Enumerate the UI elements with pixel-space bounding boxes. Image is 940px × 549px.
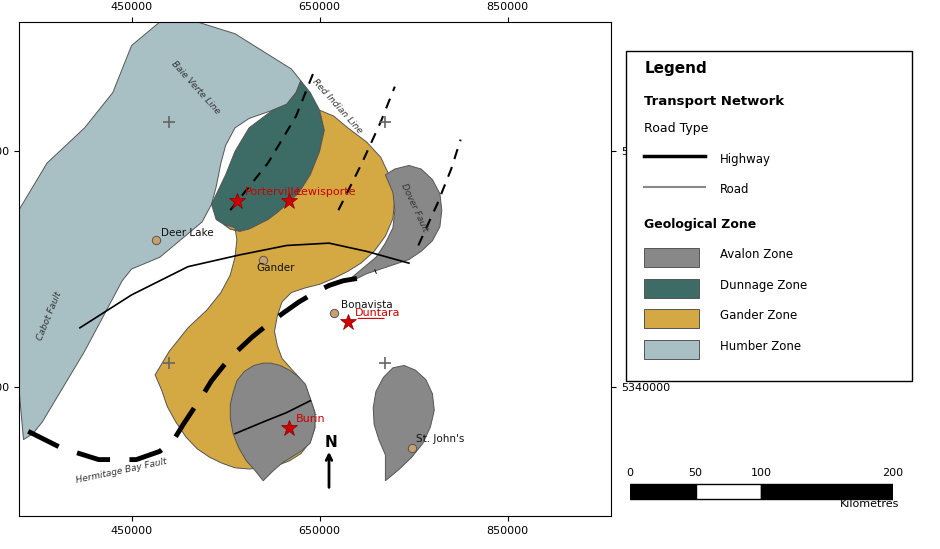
Text: Dunnage Zone: Dunnage Zone	[720, 279, 807, 292]
Text: Road: Road	[720, 183, 749, 197]
Bar	[645, 310, 698, 328]
Polygon shape	[230, 363, 315, 481]
Text: Porterville: Porterville	[244, 187, 301, 197]
Text: Burin: Burin	[296, 414, 326, 424]
Text: 100: 100	[751, 468, 772, 478]
Bar	[696, 484, 761, 499]
Text: Geological Zone: Geological Zone	[645, 217, 757, 231]
Text: Hermitage Bay Fault: Hermitage Bay Fault	[75, 457, 167, 485]
Text: Legend: Legend	[645, 61, 707, 76]
Polygon shape	[212, 81, 324, 231]
Bar	[630, 484, 696, 499]
Bar	[761, 484, 893, 499]
Text: Avalon Zone: Avalon Zone	[720, 248, 792, 261]
Text: Transport Network: Transport Network	[645, 95, 785, 108]
Polygon shape	[19, 22, 301, 440]
Text: Red Indian Line: Red Indian Line	[310, 78, 364, 136]
Polygon shape	[155, 110, 395, 469]
Text: Gander Zone: Gander Zone	[720, 310, 797, 322]
Bar	[645, 279, 698, 298]
Bar	[645, 248, 698, 267]
Text: Kilometres: Kilometres	[840, 498, 900, 508]
Text: Humber Zone: Humber Zone	[720, 340, 801, 353]
Text: Deer Lake: Deer Lake	[161, 228, 213, 238]
Bar	[645, 340, 698, 359]
Text: 200: 200	[883, 468, 903, 478]
Text: Lewisporte: Lewisporte	[296, 187, 356, 197]
Text: N: N	[324, 435, 337, 450]
Polygon shape	[348, 165, 442, 281]
FancyBboxPatch shape	[626, 51, 912, 381]
Text: 50: 50	[689, 468, 702, 478]
Text: Highway: Highway	[720, 153, 771, 166]
Text: Bonavista: Bonavista	[341, 300, 393, 310]
Text: Dover Fault: Dover Fault	[400, 182, 430, 233]
Text: Duntara: Duntara	[355, 308, 400, 318]
Text: Baie Verte Line: Baie Verte Line	[169, 59, 222, 116]
Text: Gander: Gander	[257, 264, 295, 273]
Polygon shape	[373, 366, 434, 481]
Text: Road Type: Road Type	[645, 122, 709, 135]
Text: 0: 0	[626, 468, 634, 478]
Text: Cabot Fault: Cabot Fault	[36, 290, 64, 341]
Text: St. John's: St. John's	[416, 434, 464, 444]
